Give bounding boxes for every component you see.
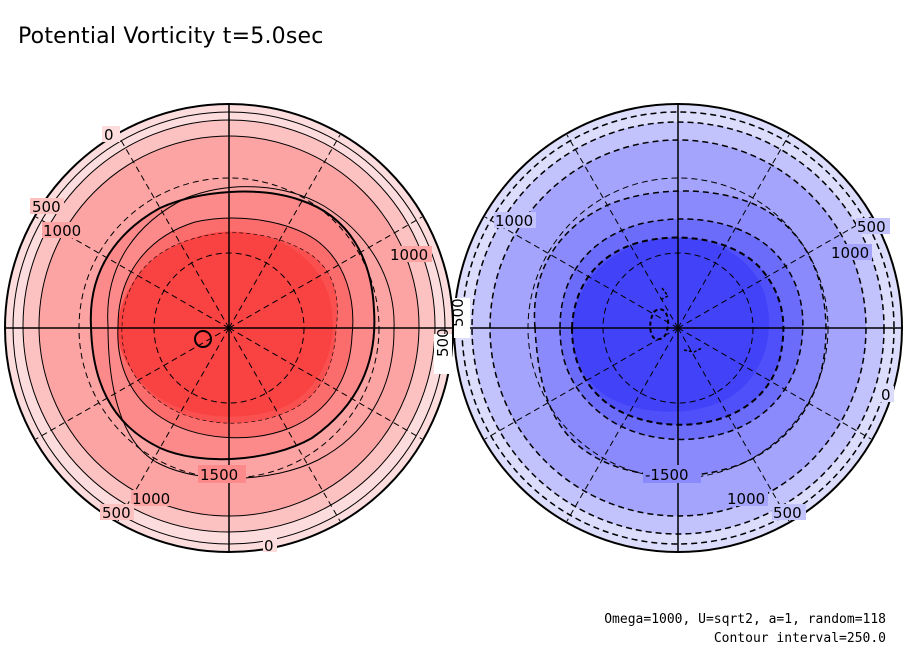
north-label-bg (131, 490, 173, 506)
north-label-left-1000: 1000 (43, 222, 81, 240)
south-label-right-0: 0 (881, 386, 891, 404)
south-label-right-1000: 1000 (831, 244, 869, 262)
north-label-bg (198, 465, 246, 483)
north-label-bg (263, 538, 277, 552)
north-grid-spokes (35, 134, 423, 522)
contour-interval-text: Contour interval=250.0 (713, 631, 886, 646)
south-label-left-1000: 1000 (495, 212, 533, 230)
south-label-bg (726, 490, 768, 506)
south-label-bg (856, 218, 890, 234)
north-hemisphere-plot: 0 500 1000 1000 500 1500 1000 500 0 (4, 103, 454, 555)
parameters-text: Omega=1000, U=sqrt2, a=1, random=118 (604, 612, 886, 627)
north-band-7 (117, 231, 333, 417)
north-label-bottom-0: 0 (264, 537, 274, 555)
north-label-bg (30, 198, 64, 214)
south-hemisphere-plot: 500 1000 500 1000 0 -1500 1000 500 (449, 103, 903, 553)
south-label-bottom-1000: 1000 (727, 490, 765, 508)
south-grid-spokes (484, 134, 872, 522)
north-contour-1000 (89, 190, 376, 461)
south-label-bg (772, 504, 806, 520)
south-label-right-500: 500 (857, 218, 886, 236)
north-local-contour (194, 330, 212, 348)
south-label-bg (494, 212, 536, 228)
north-label-top-0: 0 (104, 126, 114, 144)
north-label-bottom-1000: 1000 (132, 490, 170, 508)
south-label-bg (454, 298, 470, 338)
north-contour-1250 (117, 217, 354, 439)
north-label-bg (102, 126, 120, 142)
south-label-bg (880, 386, 894, 402)
north-label-left-500: 500 (32, 198, 61, 216)
north-label-bg (42, 222, 84, 238)
north-label-bg (100, 504, 134, 520)
north-label-bg (390, 246, 432, 262)
south-label-bg (643, 465, 701, 483)
north-label-right-1000: 1000 (390, 246, 428, 264)
north-contour-1500 (121, 232, 338, 424)
south-label-bottom-m1500: -1500 (645, 466, 689, 484)
north-label-bottom-1500: 1500 (200, 466, 238, 484)
north-label-bg (434, 334, 452, 374)
figure-title: Potential Vorticity t=5.0sec (18, 24, 324, 49)
south-label-bg (830, 244, 872, 260)
north-label-right-500: 500 (434, 328, 452, 357)
south-label-bottom-500: 500 (773, 504, 802, 522)
south-band-7 (571, 237, 770, 412)
south-label-left-500: 500 (449, 298, 467, 327)
north-label-bottom-500: 500 (102, 504, 131, 522)
